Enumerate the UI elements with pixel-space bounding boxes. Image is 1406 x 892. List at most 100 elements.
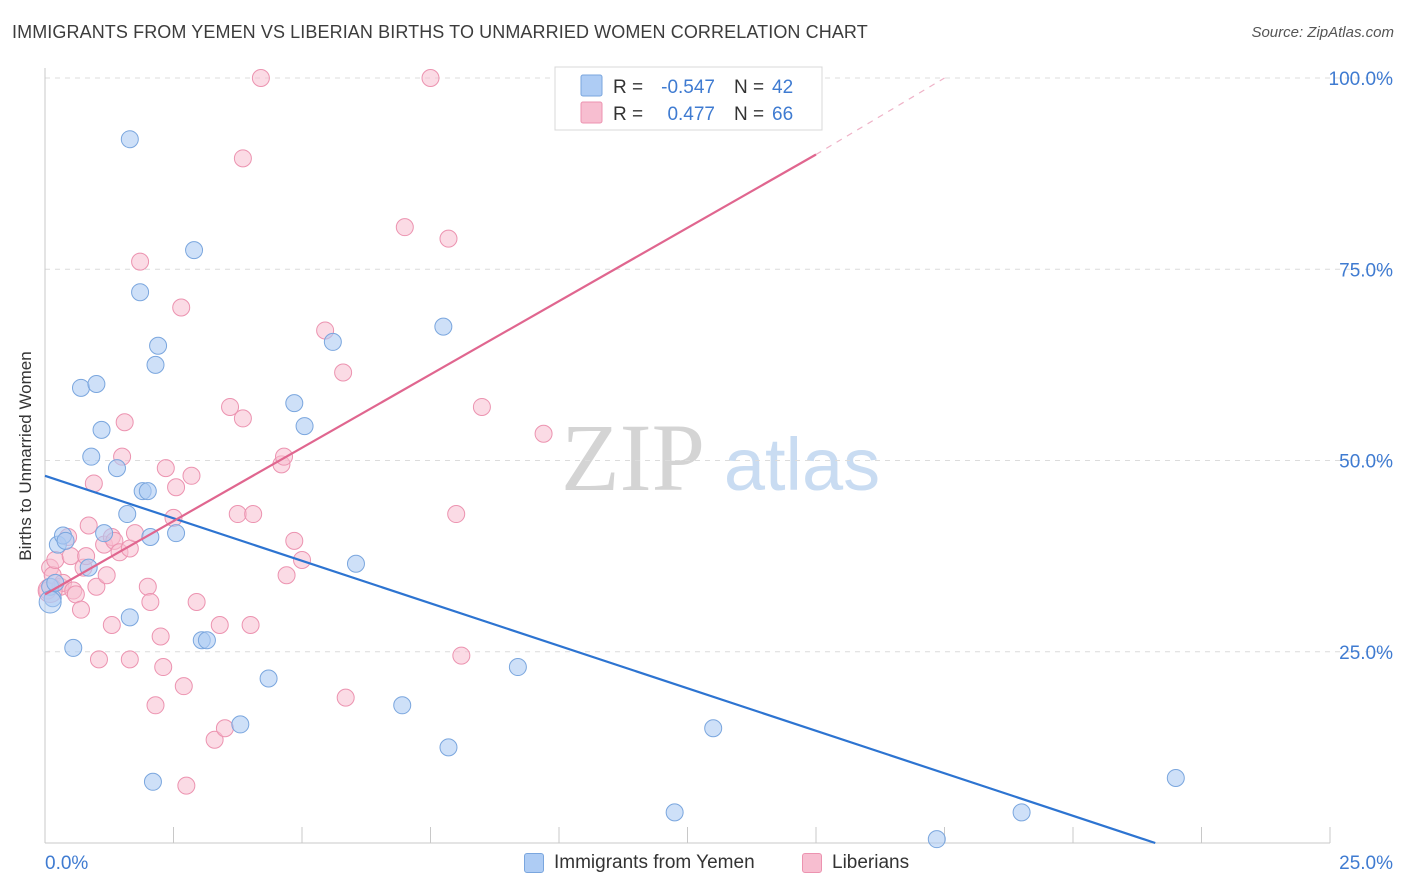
data-point-liberians — [141, 593, 160, 612]
legend-swatch-yemen — [524, 853, 544, 873]
data-point-liberians — [251, 69, 270, 87]
x-tick-label: 25.0% — [1339, 853, 1393, 874]
y-tick-label: 100.0% — [1329, 69, 1394, 90]
legend-bottom: Immigrants from Yemen Liberians — [0, 852, 1406, 878]
data-point-yemen — [56, 531, 75, 550]
data-point-liberians — [439, 229, 458, 248]
data-point-yemen — [87, 375, 106, 393]
data-point-liberians — [334, 363, 353, 382]
legend-label-yemen: Immigrants from Yemen — [554, 852, 755, 873]
data-point-yemen — [295, 417, 314, 436]
trend-line-yemen — [44, 474, 1156, 845]
trend-lines — [44, 77, 1156, 845]
data-point-yemen — [131, 283, 150, 302]
legend-r-label-1: R = — [613, 77, 643, 98]
data-point-liberians — [215, 719, 234, 738]
data-point-liberians — [102, 615, 121, 634]
data-point-yemen — [439, 738, 458, 757]
data-point-yemen — [231, 715, 250, 734]
data-point-yemen — [259, 669, 278, 688]
data-point-liberians — [421, 69, 440, 87]
legend-item-yemen: Immigrants from Yemen — [524, 852, 755, 874]
data-point-liberians — [534, 424, 553, 443]
data-point-liberians — [138, 577, 157, 596]
data-point-liberians — [233, 409, 252, 428]
data-point-liberians — [120, 650, 139, 669]
data-point-yemen — [38, 590, 62, 614]
data-point-yemen — [185, 241, 204, 260]
data-point-liberians — [182, 466, 201, 485]
data-point-liberians — [447, 505, 466, 524]
data-point-liberians — [172, 298, 191, 317]
data-point-liberians — [277, 566, 296, 585]
data-point-liberians — [151, 627, 170, 646]
data-point-yemen — [1166, 768, 1185, 787]
watermark: ZIP atlas — [561, 404, 880, 511]
legend-top: R = -0.547 N = 42 R = 0.477 N = 66 — [554, 66, 823, 131]
data-point-liberians — [210, 615, 229, 634]
watermark-atlas: atlas — [724, 423, 880, 506]
data-point-yemen — [346, 554, 365, 573]
data-point-yemen — [149, 336, 168, 355]
legend-n-label-2: N = — [734, 104, 764, 125]
y-tick-label: 75.0% — [1339, 260, 1393, 281]
data-point-liberians — [66, 585, 85, 604]
tick-labels: 25.0% 50.0% 75.0% 100.0% 0.0% 25.0% — [45, 69, 1393, 874]
data-point-yemen — [138, 482, 157, 501]
series-liberians — [37, 69, 553, 795]
data-point-yemen — [434, 317, 453, 336]
data-point-yemen — [118, 505, 137, 524]
data-point-yemen — [927, 830, 946, 849]
data-point-liberians — [244, 505, 263, 524]
data-point-liberians — [46, 550, 65, 569]
data-point-yemen — [323, 332, 342, 351]
legend-swatch-blue — [580, 74, 603, 97]
legend-item-liberians: Liberians — [802, 852, 909, 874]
data-point-liberians — [174, 677, 193, 696]
legend-r-value-1: -0.547 — [661, 77, 715, 98]
data-point-liberians — [71, 600, 90, 619]
legend-n-value-1: 42 — [772, 77, 793, 98]
data-point-yemen — [508, 658, 527, 677]
data-point-yemen — [107, 459, 126, 478]
data-point-liberians — [115, 413, 134, 432]
data-point-liberians — [187, 593, 206, 612]
data-point-yemen — [704, 719, 723, 738]
x-tick-label: 0.0% — [45, 853, 88, 874]
y-tick-label: 50.0% — [1339, 452, 1393, 473]
data-point-liberians — [89, 650, 108, 669]
data-point-liberians — [177, 776, 196, 795]
data-point-yemen — [167, 524, 186, 543]
trend-line-liberians — [44, 153, 817, 596]
data-point-liberians — [395, 218, 414, 237]
data-point-liberians — [285, 531, 304, 550]
data-point-yemen — [393, 696, 412, 715]
data-point-yemen — [197, 631, 216, 650]
data-point-liberians — [156, 459, 175, 478]
data-point-yemen — [82, 447, 101, 466]
data-point-liberians — [167, 478, 186, 497]
data-point-yemen — [120, 608, 139, 627]
data-point-liberians — [472, 397, 491, 416]
data-point-liberians — [87, 577, 106, 596]
axes — [44, 68, 1331, 844]
data-point-yemen — [665, 803, 684, 822]
data-point-yemen — [285, 394, 304, 413]
data-point-liberians — [205, 730, 224, 749]
data-point-yemen — [71, 378, 90, 397]
legend-r-value-2: 0.477 — [667, 104, 715, 125]
trend-line-liberians-extension — [815, 77, 945, 156]
data-point-liberians — [233, 149, 252, 168]
data-point-liberians — [336, 688, 355, 707]
legend-swatch-pink — [580, 101, 603, 124]
chart-title: IMMIGRANTS FROM YEMEN VS LIBERIAN BIRTHS… — [12, 22, 868, 42]
data-point-yemen — [95, 524, 114, 543]
legend-label-liberians: Liberians — [832, 852, 910, 873]
data-point-yemen — [146, 355, 165, 374]
data-point-liberians — [79, 516, 98, 535]
data-point-liberians — [97, 566, 116, 585]
data-point-yemen — [120, 130, 139, 149]
watermark-zip: ZIP — [561, 404, 705, 511]
legend-swatch-liberians — [802, 853, 822, 873]
